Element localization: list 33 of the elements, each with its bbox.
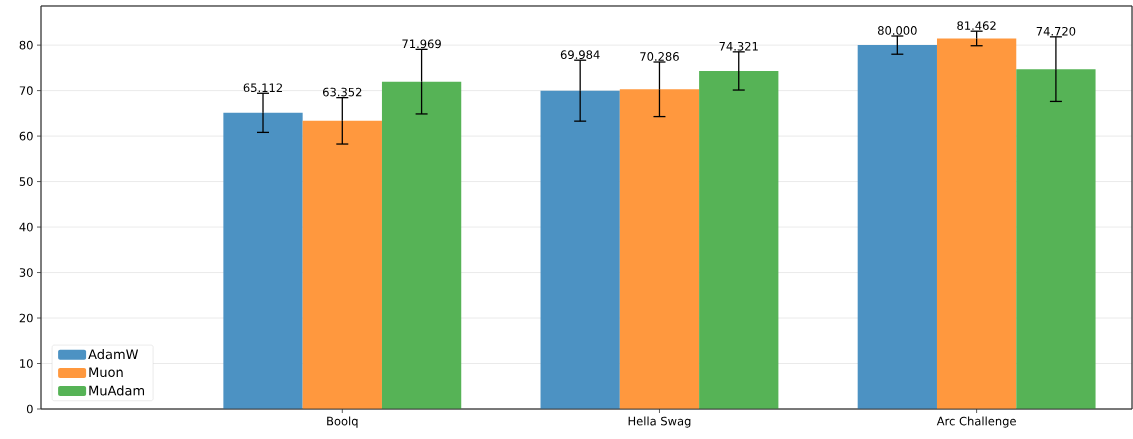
bar xyxy=(223,112,303,409)
data-label: 80.000 xyxy=(877,26,917,35)
y-tick-label: 50 xyxy=(19,177,33,186)
legend-label: MuAdam xyxy=(89,385,145,396)
x-tick-label: Hella Swag xyxy=(628,416,691,428)
y-tick-label: 80 xyxy=(19,40,33,50)
bar xyxy=(540,90,620,409)
data-label: 69.984 xyxy=(560,50,600,59)
y-tick-label: 20 xyxy=(19,313,33,323)
data-label: 74.720 xyxy=(1036,26,1076,36)
legend-label: Muon xyxy=(89,367,123,378)
y-tick-label: 60 xyxy=(19,131,33,141)
legend-label: AdamW xyxy=(88,349,139,360)
data-label: 71.969 xyxy=(402,39,441,49)
data-label: 65.112 xyxy=(243,83,282,93)
data-label: 63.352 xyxy=(322,87,362,97)
y-tick-label: 0 xyxy=(26,404,33,414)
x-tick-label: Boolq xyxy=(327,416,358,428)
data-label: 74.321 xyxy=(719,41,758,51)
bar xyxy=(1016,69,1096,409)
data-label: 81.462 xyxy=(957,21,996,30)
y-tick-label: 70 xyxy=(19,86,33,95)
x-tick-label: Arc Challenge xyxy=(936,416,1016,428)
y-tick-label: 40 xyxy=(19,222,33,232)
y-tick-label: 30 xyxy=(19,268,33,277)
bar xyxy=(857,45,937,409)
bar xyxy=(699,70,779,409)
data-label: 70.286 xyxy=(640,52,679,61)
bar xyxy=(381,81,462,409)
bar xyxy=(936,38,1017,409)
bar xyxy=(302,120,382,409)
y-tick-label: 10 xyxy=(20,359,33,368)
bar xyxy=(619,89,700,409)
